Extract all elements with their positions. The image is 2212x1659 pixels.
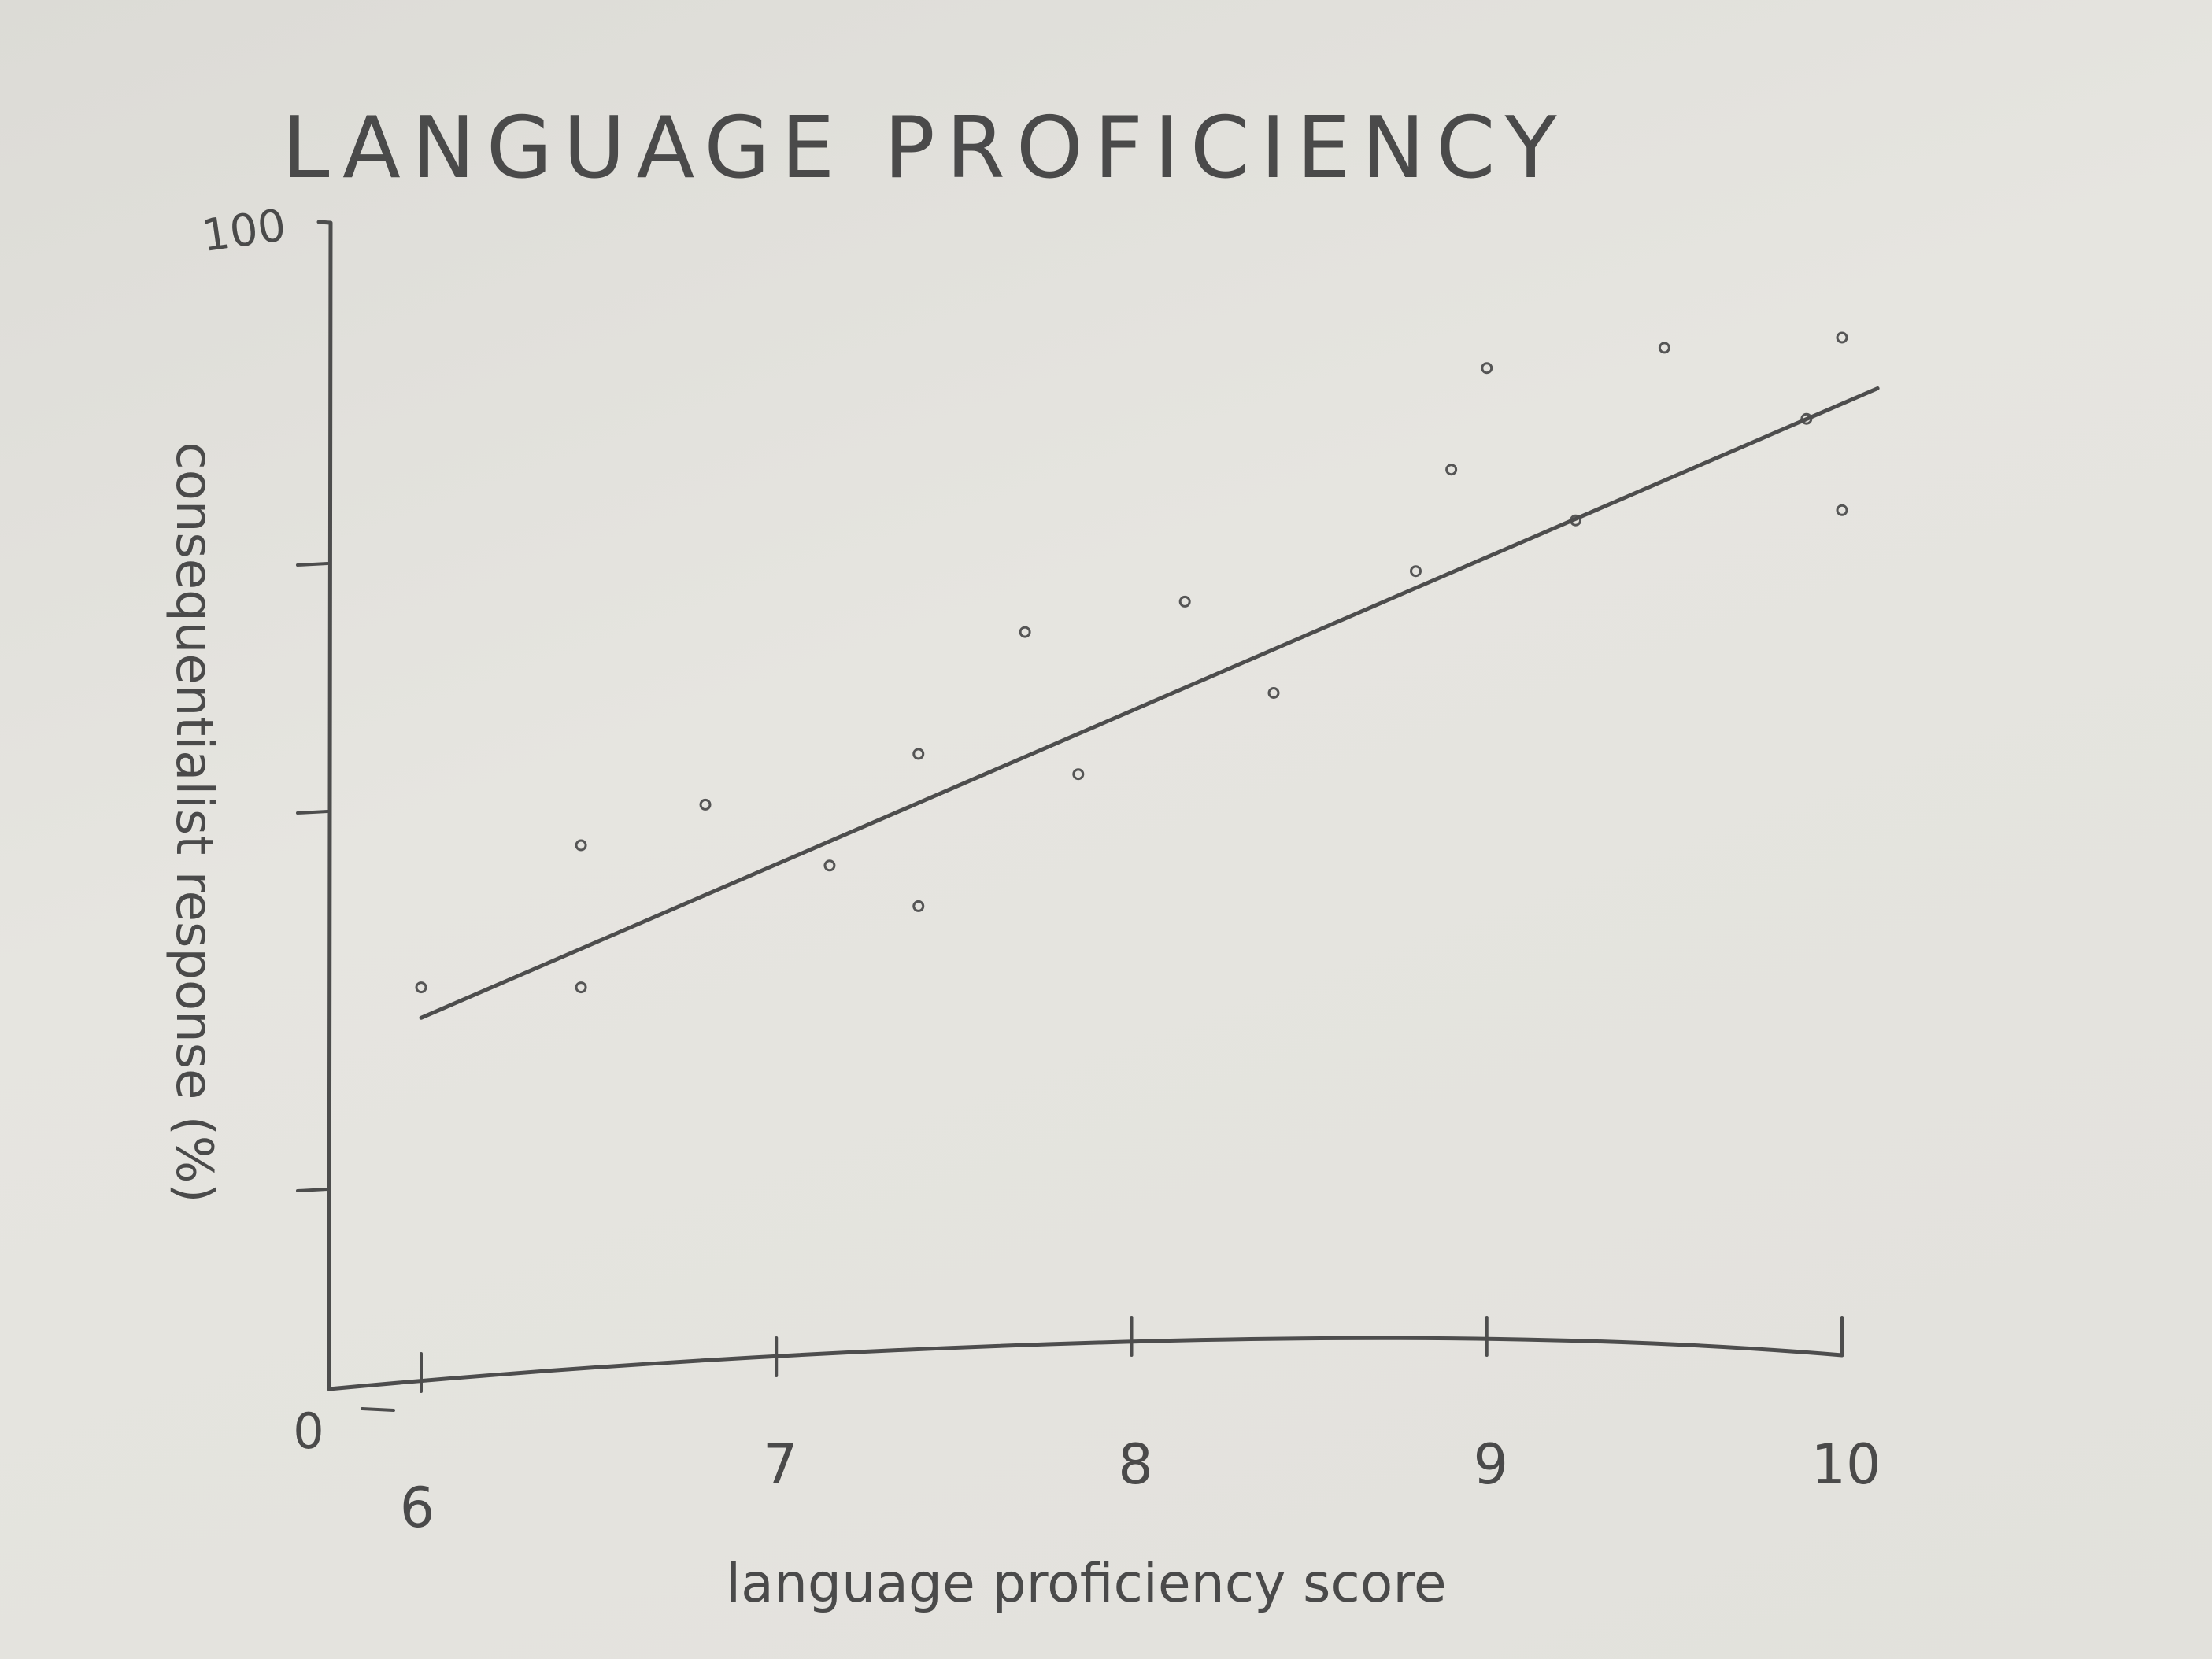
axes <box>316 220 1844 1391</box>
x-tick-label-8: 8 <box>1118 1432 1153 1497</box>
x-axis-line <box>327 1336 1844 1391</box>
x-tick-label-6: 6 <box>400 1476 435 1540</box>
y-tick-mark-2 <box>296 1188 329 1192</box>
data-point-2 <box>575 981 587 994</box>
data-point-13 <box>1481 362 1493 375</box>
data-point-6 <box>912 900 925 912</box>
x-tick-label-9: 9 <box>1473 1432 1508 1497</box>
data-point-9 <box>1178 595 1191 608</box>
data-point-4 <box>823 859 836 872</box>
data-point-8 <box>1072 768 1085 781</box>
data-point-5 <box>912 748 925 760</box>
x-origin-tick <box>361 1407 395 1412</box>
data-point-12 <box>1445 464 1458 476</box>
y-axis-line <box>316 220 333 1391</box>
chart-title: LANGUAGE PROFICIENCY <box>282 99 1567 198</box>
y-tick-mark-0 <box>296 562 329 567</box>
axis-ticks: 6 7 8 9 10 <box>296 562 1881 1540</box>
trend-line-group <box>419 386 1880 1020</box>
data-point-17 <box>1836 331 1848 344</box>
y-tick-label-top: 100 <box>198 200 289 262</box>
x-tick-label-7: 7 <box>763 1432 798 1497</box>
x-axis-label: language proficiency score <box>726 1553 1446 1615</box>
x-origin-label: 0 <box>293 1402 324 1460</box>
data-point-7 <box>1019 626 1031 638</box>
trend-line <box>419 386 1880 1020</box>
y-axis-label: consequentialist response (%) <box>165 442 223 1203</box>
data-point-0 <box>415 981 427 994</box>
data-point-11 <box>1410 565 1422 578</box>
data-points <box>415 331 1848 994</box>
data-point-18 <box>1836 504 1848 516</box>
x-tick-label-10: 10 <box>1811 1432 1881 1497</box>
data-point-15 <box>1658 342 1670 354</box>
data-point-3 <box>699 798 712 811</box>
data-point-10 <box>1267 687 1280 699</box>
data-point-1 <box>575 839 587 852</box>
y-tick-mark-1 <box>296 810 329 815</box>
